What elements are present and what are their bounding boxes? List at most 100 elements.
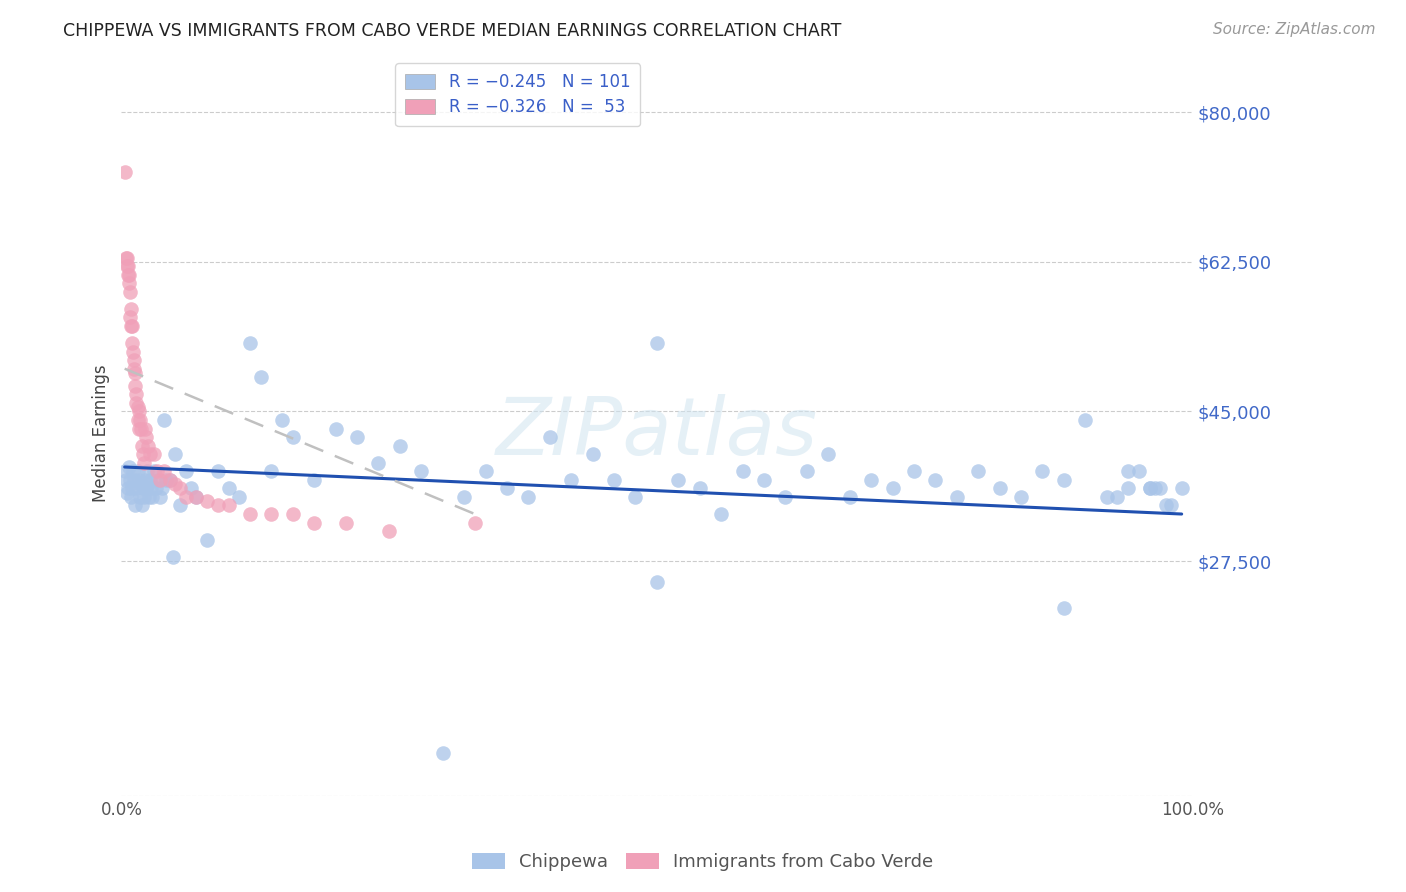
Point (155, 473, 177, 487)
Point (775, 490, 797, 504)
Point (134, 473, 156, 487)
Point (128, 413, 150, 427)
Point (538, 430, 561, 444)
Point (1139, 482, 1161, 496)
Point (645, 575, 668, 590)
Point (141, 482, 163, 496)
Point (689, 482, 711, 496)
Text: Source: ZipAtlas.com: Source: ZipAtlas.com (1212, 22, 1375, 37)
Point (127, 413, 149, 427)
Point (163, 477, 186, 491)
Point (1074, 413, 1097, 427)
Point (136, 464, 159, 478)
Point (120, 490, 142, 504)
Point (186, 490, 208, 504)
Point (117, 268, 139, 282)
Point (1154, 499, 1177, 513)
Point (122, 464, 145, 478)
Point (1139, 482, 1161, 496)
Point (124, 499, 146, 513)
Point (325, 421, 347, 435)
Point (1143, 482, 1166, 496)
Point (117, 259, 139, 273)
Point (988, 482, 1011, 496)
Point (129, 477, 152, 491)
Point (120, 318, 142, 333)
Point (124, 361, 146, 376)
Point (239, 336, 262, 351)
Point (1053, 473, 1076, 487)
Point (186, 490, 208, 504)
Legend: Chippewa, Immigrants from Cabo Verde: Chippewa, Immigrants from Cabo Verde (465, 846, 941, 879)
Point (271, 413, 294, 427)
Point (115, 485, 138, 500)
Point (124, 353, 146, 368)
Point (796, 464, 818, 478)
Point (903, 464, 925, 478)
Point (162, 549, 184, 564)
Point (121, 336, 143, 351)
Point (249, 370, 271, 384)
Point (218, 482, 240, 496)
Point (260, 464, 283, 478)
Point (517, 490, 540, 504)
Point (132, 456, 155, 470)
Point (132, 490, 155, 504)
Point (731, 464, 754, 478)
Point (149, 473, 172, 487)
Point (124, 378, 146, 392)
Point (1031, 464, 1053, 478)
Point (174, 464, 197, 478)
Point (1128, 464, 1150, 478)
Point (121, 318, 143, 333)
Text: CHIPPEWA VS IMMIGRANTS FROM CABO VERDE MEDIAN EARNINGS CORRELATION CHART: CHIPPEWA VS IMMIGRANTS FROM CABO VERDE M… (63, 22, 842, 40)
Point (453, 490, 475, 504)
Point (945, 490, 967, 504)
Point (136, 439, 159, 453)
Point (666, 473, 689, 487)
Point (132, 447, 155, 461)
Point (645, 336, 668, 351)
Point (624, 490, 647, 504)
Point (159, 473, 181, 487)
Point (464, 516, 486, 530)
Point (142, 447, 165, 461)
Point (120, 301, 142, 316)
Point (1170, 482, 1192, 496)
Point (302, 516, 325, 530)
Point (124, 366, 146, 380)
Point (367, 456, 389, 470)
Point (432, 747, 454, 761)
Point (141, 490, 163, 504)
Point (128, 490, 150, 504)
Point (118, 276, 141, 290)
Text: ZIPatlas: ZIPatlas (496, 393, 818, 472)
Point (335, 516, 357, 530)
Point (135, 482, 157, 496)
Point (115, 259, 138, 273)
Point (1053, 601, 1076, 615)
Point (118, 460, 141, 475)
Point (132, 482, 155, 496)
Point (1107, 490, 1129, 504)
Point (603, 473, 626, 487)
Point (560, 473, 582, 487)
Point (1160, 499, 1182, 513)
Point (474, 464, 496, 478)
Point (169, 482, 191, 496)
Point (1116, 482, 1139, 496)
Point (135, 430, 157, 444)
Point (118, 285, 141, 299)
Point (163, 447, 186, 461)
Point (150, 482, 173, 496)
Point (128, 421, 150, 435)
Point (125, 396, 148, 410)
Point (1010, 490, 1032, 504)
Point (159, 473, 181, 487)
Point (128, 473, 150, 487)
Legend: R = −0.245   N = 101, R = −0.326   N =  53: R = −0.245 N = 101, R = −0.326 N = 53 (395, 63, 640, 126)
Point (149, 490, 172, 504)
Point (134, 421, 156, 435)
Point (142, 464, 165, 478)
Point (127, 400, 149, 414)
